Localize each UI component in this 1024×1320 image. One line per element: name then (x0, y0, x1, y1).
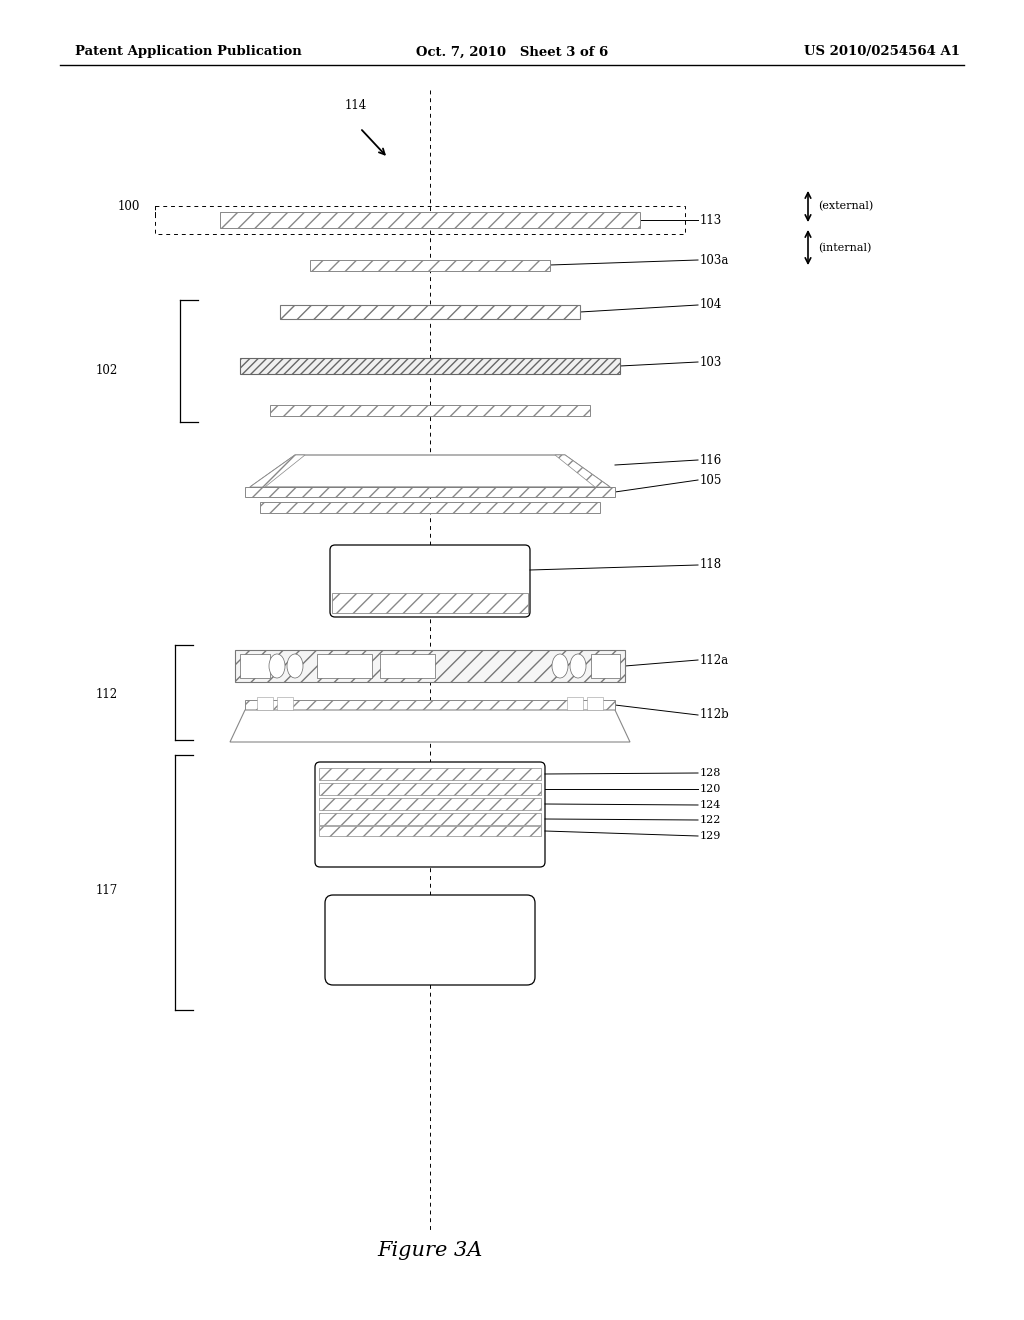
Polygon shape (230, 710, 630, 742)
Bar (567, 697, 583, 710)
Bar (220, 213, 640, 228)
Bar (257, 697, 273, 710)
Text: 113: 113 (700, 214, 722, 227)
Text: Patent Application Publication: Patent Application Publication (75, 45, 302, 58)
Bar (319, 783, 541, 795)
Bar (245, 700, 615, 710)
Bar (155, 206, 685, 234)
Text: Oct. 7, 2010   Sheet 3 of 6: Oct. 7, 2010 Sheet 3 of 6 (416, 45, 608, 58)
Text: Figure 3A: Figure 3A (377, 1241, 482, 1259)
Text: 120: 120 (700, 784, 721, 795)
Text: 124: 124 (700, 800, 721, 810)
Bar (380, 653, 435, 678)
Bar (280, 305, 580, 319)
Ellipse shape (269, 653, 285, 678)
Polygon shape (250, 455, 610, 487)
Text: 112a: 112a (700, 653, 729, 667)
Text: 129: 129 (700, 832, 721, 841)
Text: 118: 118 (700, 558, 722, 572)
Text: (internal): (internal) (818, 243, 871, 253)
Bar (591, 653, 620, 678)
Bar (278, 697, 293, 710)
FancyBboxPatch shape (325, 895, 535, 985)
Text: 114: 114 (345, 99, 368, 112)
Bar (332, 593, 528, 612)
Text: 100: 100 (118, 201, 140, 213)
Bar (317, 653, 372, 678)
Ellipse shape (570, 653, 586, 678)
Bar (319, 768, 541, 780)
Polygon shape (250, 455, 305, 487)
Bar (260, 502, 600, 513)
Text: 128: 128 (700, 768, 721, 777)
Bar (270, 405, 590, 416)
Text: 103: 103 (700, 355, 722, 368)
Bar (240, 653, 270, 678)
Bar (319, 826, 541, 836)
Bar (234, 649, 625, 682)
Bar (310, 260, 550, 271)
Polygon shape (555, 455, 610, 487)
Text: 105: 105 (700, 474, 722, 487)
Bar (240, 358, 620, 374)
Text: 102: 102 (96, 363, 118, 376)
Text: 112: 112 (96, 689, 118, 701)
Ellipse shape (552, 653, 568, 678)
Bar (245, 487, 615, 498)
Text: 112b: 112b (700, 709, 730, 722)
Text: 104: 104 (700, 298, 722, 312)
Ellipse shape (287, 653, 303, 678)
Text: US 2010/0254564 A1: US 2010/0254564 A1 (804, 45, 961, 58)
Text: 122: 122 (700, 814, 721, 825)
Text: 103a: 103a (700, 253, 729, 267)
FancyBboxPatch shape (330, 545, 530, 616)
Bar (319, 799, 541, 810)
Text: 117: 117 (96, 883, 118, 896)
Text: 116: 116 (700, 454, 722, 466)
Bar (587, 697, 603, 710)
FancyBboxPatch shape (315, 762, 545, 867)
Bar (319, 813, 541, 825)
Text: (external): (external) (818, 201, 873, 211)
